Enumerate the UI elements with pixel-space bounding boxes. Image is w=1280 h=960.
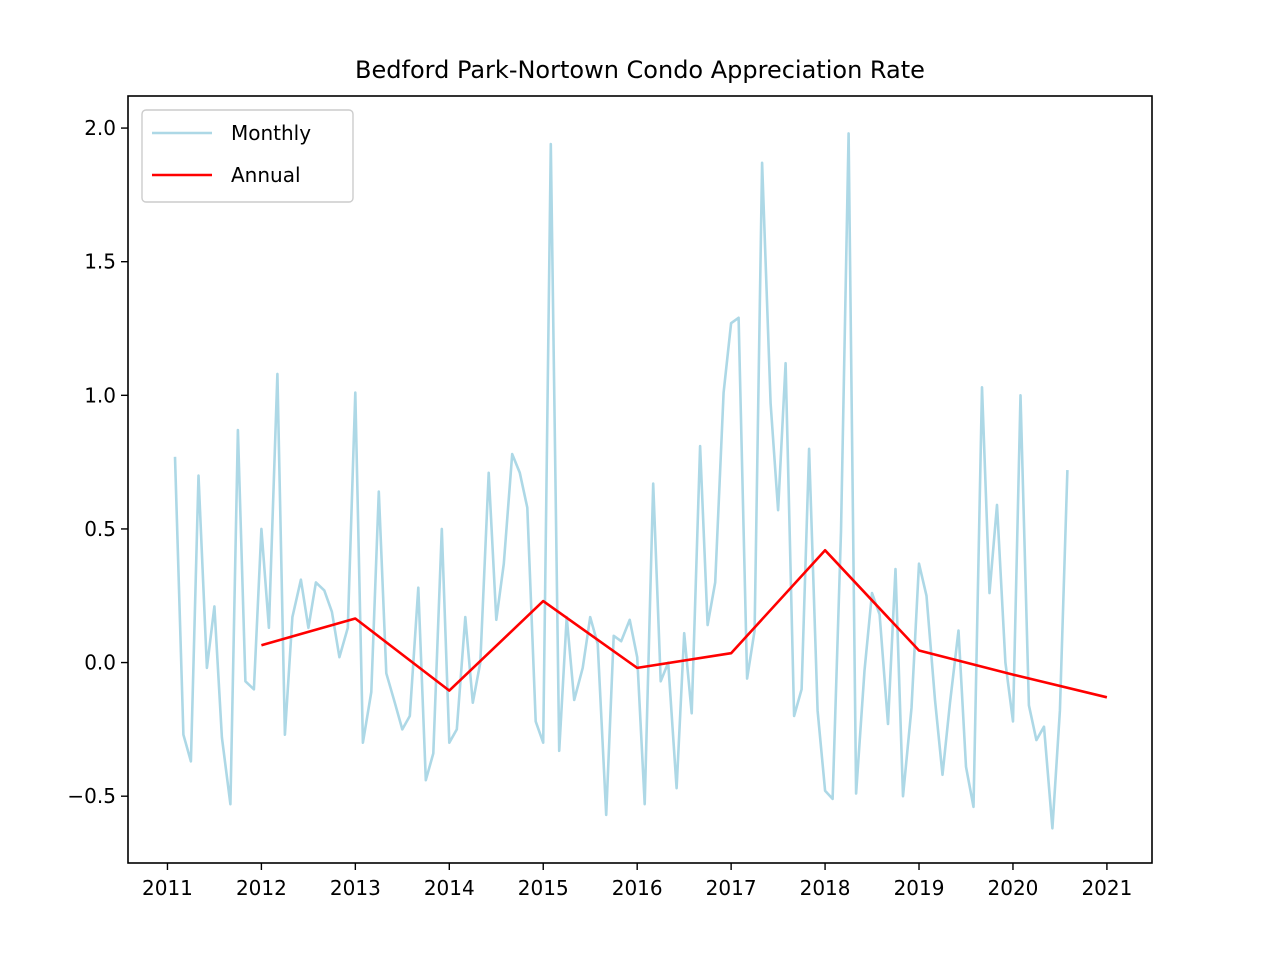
x-tick-label: 2013 (330, 876, 381, 900)
x-tick-label: 2012 (236, 876, 287, 900)
x-tick-label: 2017 (706, 876, 757, 900)
legend-label-annual: Annual (231, 163, 301, 187)
series-layer (173, 132, 1108, 830)
x-tick-label: 2014 (424, 876, 475, 900)
x-tick-label: 2018 (800, 876, 851, 900)
chart-title: Bedford Park-Nortown Condo Appreciation … (355, 56, 925, 84)
y-tick-label: 1.0 (84, 383, 116, 407)
series-line-monthly (173, 132, 1069, 830)
axes-frame (127, 95, 1153, 864)
series-line-annual (261, 549, 1108, 699)
y-tick-label: 1.5 (84, 250, 116, 274)
x-tick-label: 2020 (988, 876, 1039, 900)
x-tick-label: 2021 (1081, 876, 1132, 900)
x-axis: 2011 2012 2013 2014 2015 2016 2017 2018 2019 2020… (142, 863, 1132, 900)
y-tick-label: −0.5 (67, 784, 116, 808)
y-tick-label: 0.5 (84, 517, 116, 541)
legend-label-monthly: Monthly (231, 121, 311, 145)
x-tick-label: 2015 (518, 876, 569, 900)
x-tick-label: 2019 (894, 876, 945, 900)
x-tick-label: 2011 (142, 876, 193, 900)
y-tick-label: 0.0 (84, 651, 116, 675)
y-axis: −0.5 0.0 0.5 1.0 1.5 2.0 (67, 116, 128, 808)
x-tick-label: 2016 (612, 876, 663, 900)
legend: Monthly Annual (141, 109, 354, 203)
y-tick-label: 2.0 (84, 116, 116, 140)
